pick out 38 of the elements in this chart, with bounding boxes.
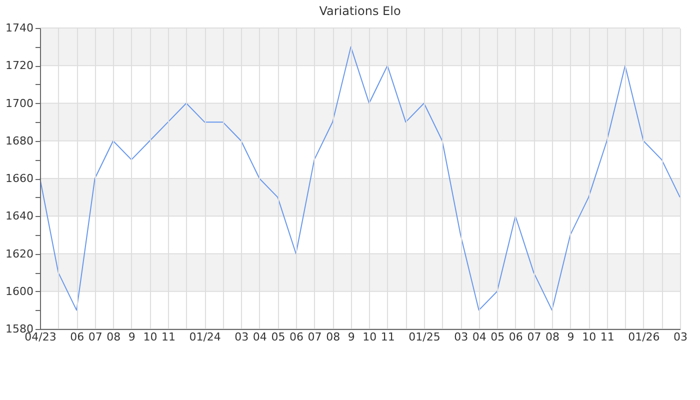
x-tick-label: 08 (326, 330, 340, 344)
x-tick-label: 08 (106, 330, 121, 344)
x-tick-label: 01/26 (628, 330, 660, 344)
x-tick-label: 06 (70, 330, 84, 344)
chart-title: Variations Elo (319, 4, 401, 18)
x-tick-label: 11 (600, 330, 614, 344)
x-tick-label: 11 (162, 330, 176, 344)
x-tick-label: 01/25 (408, 330, 440, 344)
x-tick-label: 10 (143, 330, 158, 344)
x-tick-label: 07 (527, 330, 542, 344)
x-tick-label: 11 (380, 330, 395, 344)
x-tick-label: 05 (490, 330, 505, 344)
x-tick-label: 9 (128, 330, 136, 344)
y-tick-label: 1700 (6, 96, 34, 110)
x-tick-label: 9 (348, 330, 355, 344)
y-tick-label: 1620 (6, 247, 34, 260)
x-tick-label: 03 (454, 330, 468, 344)
x-tick-label: 04 (252, 330, 267, 344)
x-tick-label: 10 (362, 330, 377, 344)
x-tick-label: 03 (674, 330, 688, 344)
y-tick-label: 1660 (6, 172, 34, 185)
line-series (40, 46, 680, 311)
x-tick-label: 06 (508, 330, 523, 344)
x-tick-label: 03 (234, 330, 249, 344)
x-tick-label: 04 (472, 330, 486, 344)
y-tick-label: 1640 (6, 210, 34, 223)
x-tick-label: 07 (88, 330, 102, 344)
x-tick-label: 07 (308, 330, 322, 344)
y-tick-label: 1720 (6, 59, 34, 72)
x-tick-label: 9 (567, 330, 574, 344)
x-tick-label: 05 (271, 330, 286, 344)
y-tick-label: 1600 (6, 284, 34, 298)
x-tick-label: 01/24 (189, 330, 221, 344)
x-tick-label: 06 (290, 330, 304, 344)
y-tick-label: 1740 (6, 22, 34, 34)
x-tick-label: 10 (582, 330, 596, 344)
y-tick-label: 1680 (6, 134, 34, 148)
x-tick-label: 08 (546, 330, 560, 344)
